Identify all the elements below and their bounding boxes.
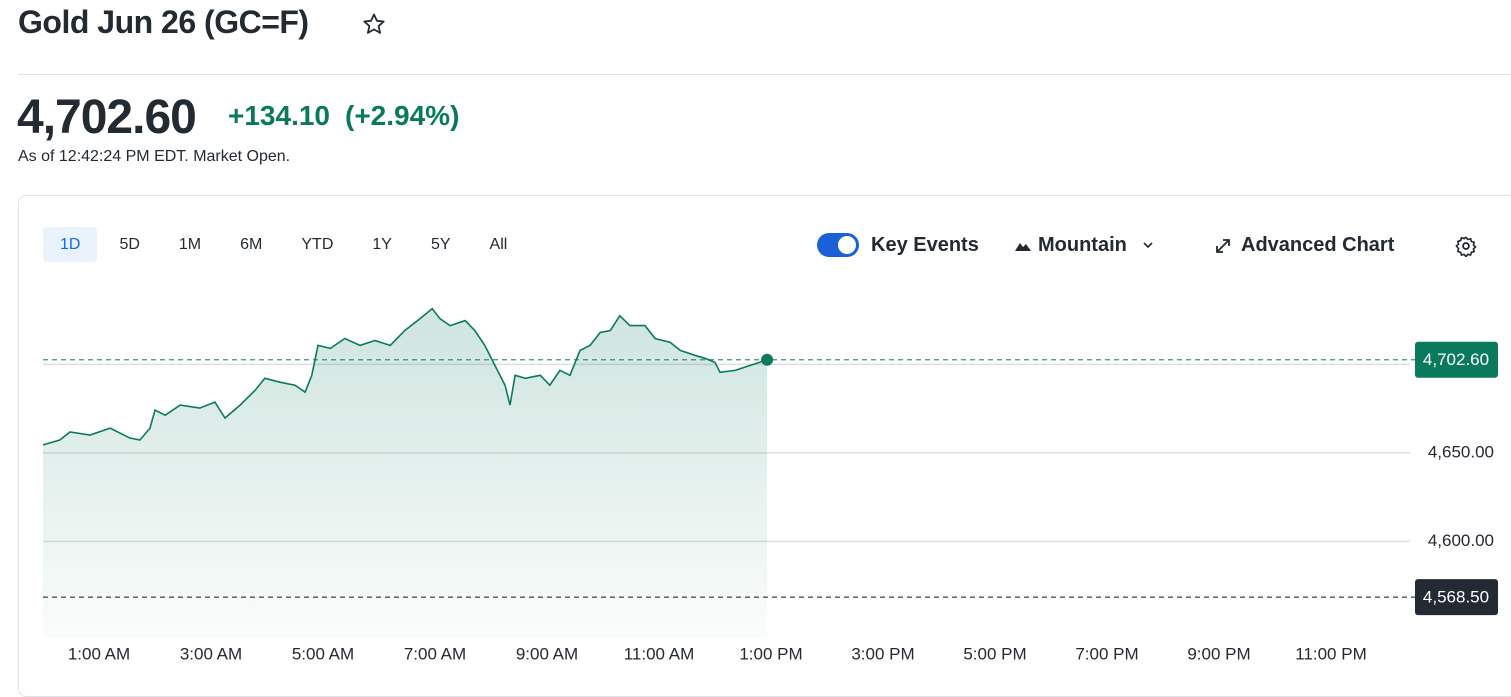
x-tick-label: 3:00 PM	[851, 644, 914, 663]
price-tag	[1415, 579, 1498, 616]
price: 4,702.60	[17, 91, 197, 144]
x-tick-label: 1:00 PM	[739, 644, 802, 663]
advanced-chart[interactable]: Advanced Chart	[1241, 234, 1395, 256]
x-tick-label: 11:00 PM	[1295, 644, 1367, 663]
title: Gold Jun 26 (GC=F)	[18, 4, 309, 40]
x-tick-label: 1:00 AM	[68, 644, 130, 663]
x-tick-label: 11:00 AM	[624, 644, 695, 663]
area-fill	[43, 308, 768, 637]
x-tick-label: 9:00 AM	[516, 644, 578, 663]
x-tick-label: 5:00 AM	[292, 644, 354, 663]
chart: 4,600.004,650.004,700.001:00 AM3:00 AM5:…	[42, 307, 1498, 663]
price-change-percent: (+2.94%)	[345, 100, 460, 131]
y-tick-label: 4,600.00	[1428, 531, 1494, 550]
x-tick-label: 3:00 AM	[180, 644, 242, 663]
x-tick-label: 7:00 AM	[404, 644, 466, 663]
mountain-icon	[1015, 243, 1031, 251]
price-tag-label: 4,568.50	[1423, 588, 1489, 607]
expand-icon	[1216, 239, 1230, 253]
range-button[interactable]: All	[489, 236, 508, 253]
price-line	[42, 307, 768, 446]
key-events-toggle[interactable]	[817, 233, 859, 257]
chart-style-menu[interactable]: Mountain	[1038, 234, 1127, 256]
range-selector: 1D 5D 1M 6M YTD 1Y 5Y All	[43, 227, 529, 262]
as-of: As of 12:42:24 PM EDT. Market Open.	[18, 148, 291, 165]
y-tick-label: 4,650.00	[1428, 442, 1494, 461]
range-button[interactable]: 1D	[43, 227, 98, 262]
range-button[interactable]: 6M	[240, 236, 263, 253]
range-button[interactable]: 1Y	[372, 236, 392, 253]
last-point	[761, 353, 774, 366]
page: Gold Jun 26 (GC=F) 4,702.60 +134.10 (+2.…	[17, 4, 1511, 697]
x-tick-label: 7:00 PM	[1075, 644, 1138, 663]
price-tag-label: 4,702.60	[1423, 350, 1489, 369]
x-tick-label: 5:00 PM	[963, 644, 1026, 663]
divider	[18, 74, 1511, 75]
key-events-label: Key Events	[871, 234, 979, 256]
range-button[interactable]: 5Y	[430, 236, 451, 253]
x-tick-label: 9:00 PM	[1187, 644, 1250, 663]
watchlist-star[interactable]	[362, 12, 386, 36]
range-button[interactable]: 5D	[119, 236, 140, 253]
range-button[interactable]: 1M	[178, 236, 202, 253]
range-button[interactable]: YTD	[301, 236, 334, 253]
price-tag	[1415, 341, 1498, 378]
chevron	[1143, 242, 1153, 249]
price-change: +134.10	[228, 100, 330, 131]
settings[interactable]	[1455, 235, 1477, 257]
